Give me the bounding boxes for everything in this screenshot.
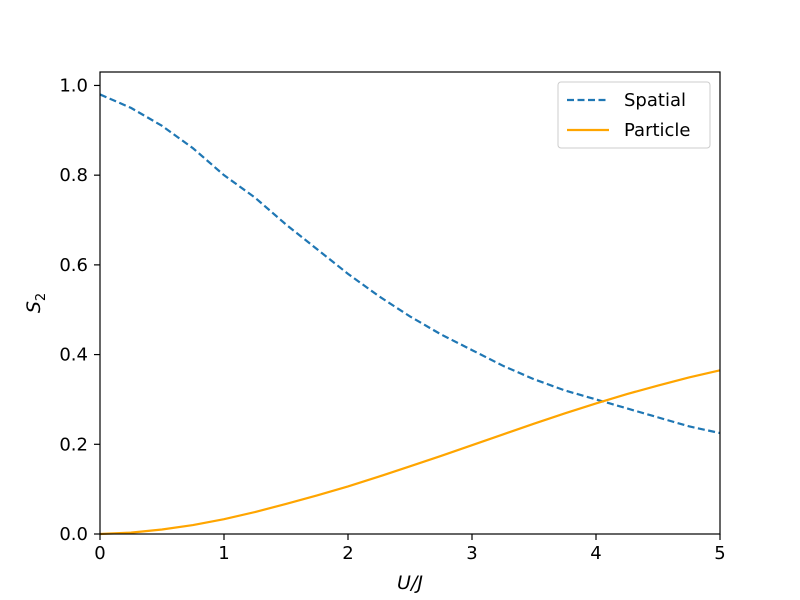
x-tick-label: 2: [342, 543, 353, 564]
y-axis-label-subscript: 2: [34, 293, 49, 301]
y-tick-label: 1.0: [59, 75, 88, 96]
y-tick-label: 0.8: [59, 165, 88, 186]
plot-area-frame: [99, 71, 721, 535]
legend-box: [557, 81, 711, 149]
x-tick-label: 1: [218, 543, 229, 564]
x-tick-label: 3: [466, 543, 477, 564]
series-line-particle: [99, 369, 721, 536]
y-tick-label: 0.2: [59, 434, 88, 455]
x-axis-label: U/J: [397, 572, 423, 594]
series-layer: [99, 93, 721, 536]
x-tick-label: 4: [590, 543, 601, 564]
x-tick-label: 5: [714, 543, 725, 564]
y-tick-label: 0.6: [59, 255, 88, 276]
y-tick-label: 0.4: [59, 345, 88, 366]
legend-label-spatial: Spatial: [624, 90, 686, 111]
x-tick-label: 0: [94, 543, 105, 564]
y-axis-label-main: S: [23, 301, 45, 313]
series-line-spatial: [99, 93, 721, 435]
y-tick-label: 0.0: [59, 524, 88, 545]
y-axis-label: S2: [23, 293, 49, 313]
axis-ticks: 0 1 2 3 4 5 0.0 0.2 0.4 0.6 0.8 1.0: [59, 75, 725, 564]
legend: Spatial Particle: [557, 81, 711, 149]
legend-label-particle: Particle: [624, 120, 691, 141]
